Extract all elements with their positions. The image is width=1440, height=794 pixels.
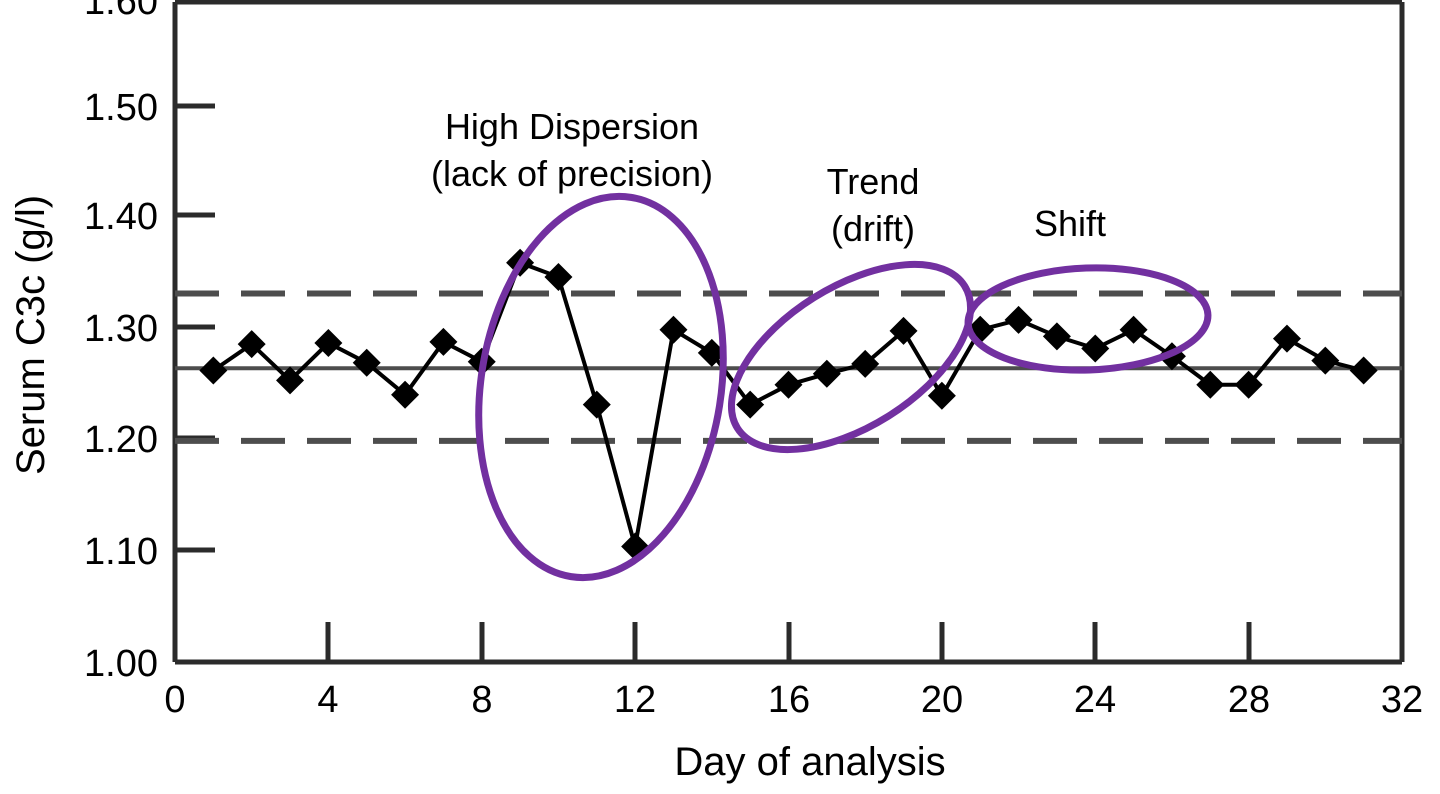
- y-axis-ticks: [175, 0, 215, 665]
- data-point-marker: [1311, 346, 1340, 375]
- data-point-marker: [1081, 334, 1110, 363]
- high-dispersion-ellipse: [475, 192, 727, 582]
- data-point-marker: [1272, 324, 1301, 353]
- annotation-ellipses: [475, 192, 1212, 582]
- data-point-marker: [851, 349, 880, 378]
- data-point-marker: [736, 390, 765, 419]
- data-point-marker: [314, 329, 343, 357]
- annotation-high-dispersion-line2: (lack of precision): [431, 153, 713, 194]
- shift-ellipse: [964, 264, 1212, 374]
- x-tick-label: 16: [768, 679, 810, 721]
- data-point-marker: [774, 370, 803, 399]
- x-tick-label: 0: [164, 679, 185, 721]
- y-tick-label: 1.00: [84, 643, 158, 685]
- data-point-marker: [429, 327, 458, 356]
- x-axis-ticks: [172, 622, 1405, 662]
- x-tick-label: 4: [317, 679, 338, 721]
- y-tick-label: 1.20: [84, 419, 158, 461]
- data-point-marker: [697, 338, 726, 367]
- data-point-marker: [391, 380, 420, 409]
- data-point-marker: [582, 390, 611, 419]
- annotation-texts: High Dispersion (lack of precision) Tren…: [431, 106, 1106, 249]
- annotation-shift-line1: Shift: [1034, 203, 1106, 244]
- annotation-trend-line1: Trend: [827, 161, 920, 202]
- x-tick-label: 12: [614, 679, 656, 721]
- y-tick-label: 1.30: [84, 308, 158, 350]
- x-tick-label: 24: [1074, 679, 1116, 721]
- data-point-marker: [659, 315, 688, 344]
- data-point-marker: [1119, 315, 1148, 344]
- x-axis-tick-labels: 0 4 8 12 16 20 24 28 32: [164, 679, 1423, 721]
- x-tick-label: 28: [1228, 679, 1270, 721]
- data-point-marker: [889, 316, 918, 345]
- x-tick-label: 8: [471, 679, 492, 721]
- y-axis-tick-labels: 1.60 1.50 1.40 1.30 1.20 1.10 1.00: [84, 0, 158, 685]
- y-tick-label: 1.60: [84, 0, 158, 23]
- data-point-marker: [812, 359, 841, 388]
- y-tick-label: 1.40: [84, 196, 158, 238]
- x-tick-label: 20: [921, 679, 963, 721]
- plot-frame: [172, 0, 1405, 665]
- data-point-marker: [1004, 305, 1033, 334]
- series-line: [212, 260, 1365, 548]
- y-tick-label: 1.50: [84, 87, 158, 129]
- data-point-marker: [276, 366, 305, 395]
- x-axis-title: Day of analysis: [674, 740, 945, 784]
- data-point-marker: [1042, 322, 1071, 351]
- annotation-trend-line2: (drift): [831, 208, 915, 249]
- data-point-marker: [1234, 370, 1263, 399]
- data-point-marker: [199, 356, 228, 385]
- data-point-marker: [544, 263, 573, 291]
- data-point-marker: [237, 330, 266, 359]
- x-tick-label: 32: [1381, 679, 1423, 721]
- annotation-high-dispersion-line1: High Dispersion: [445, 106, 699, 147]
- y-tick-label: 1.10: [84, 531, 158, 573]
- data-point-marker: [1196, 370, 1225, 399]
- data-point-marker: [352, 348, 381, 377]
- y-axis-title: Serum C3c (g/l): [9, 195, 53, 475]
- data-point-marker: [1349, 356, 1378, 385]
- trend-ellipse: [727, 260, 975, 454]
- data-point-marker: [927, 381, 956, 410]
